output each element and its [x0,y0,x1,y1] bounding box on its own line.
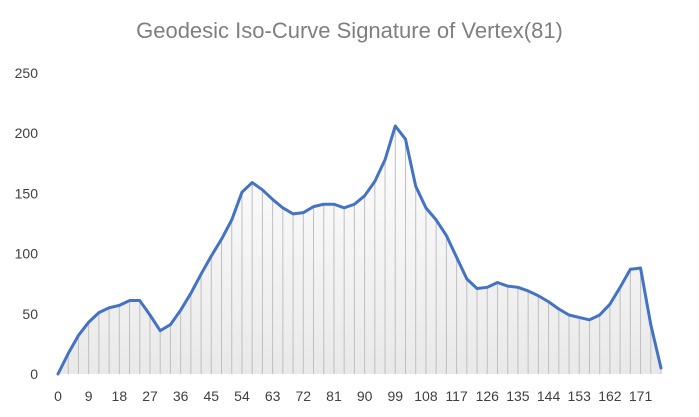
y-tick-label: 0 [30,366,38,382]
x-tick-label: 117 [445,388,468,404]
x-tick-label: 135 [506,388,530,404]
x-tick-label: 81 [326,388,342,404]
area-fill [58,125,661,374]
x-tick-label: 63 [265,388,281,404]
x-tick-label: 126 [476,388,500,404]
y-tick-label: 250 [15,65,39,81]
series-line [56,124,663,376]
y-tick-label: 100 [15,246,39,262]
drop-lines-group [67,125,662,374]
x-tick-label: 45 [204,388,220,404]
y-tick-label: 200 [15,125,39,141]
y-tick-label: 50 [22,306,38,322]
x-tick-label: 18 [112,388,128,404]
chart-title: Geodesic Iso-Curve Signature of Vertex(8… [136,18,563,43]
x-tick-label: 72 [295,388,311,404]
series-line-group [56,124,663,376]
x-tick-label: 153 [568,388,592,404]
x-tick-label: 99 [387,388,403,404]
x-tick-label: 90 [357,388,373,404]
x-tick-label: 9 [85,388,93,404]
x-tick-label: 108 [414,388,438,404]
x-tick-label: 0 [54,388,62,404]
x-tick-label: 162 [598,388,622,404]
y-axis-tick-labels: 0 50 100 150 200 250 [15,65,39,382]
x-tick-label: 54 [234,388,250,404]
x-tick-label: 27 [142,388,158,404]
x-tick-label: 144 [537,388,561,404]
x-tick-label: 171 [629,388,653,404]
area-fill-group [58,125,661,374]
x-axis-tick-labels: 0 9 18 27 36 45 54 63 72 81 90 99 108 117 126 135 144 153… [54,388,652,404]
x-tick-label: 36 [173,388,189,404]
y-tick-label: 150 [15,185,39,201]
